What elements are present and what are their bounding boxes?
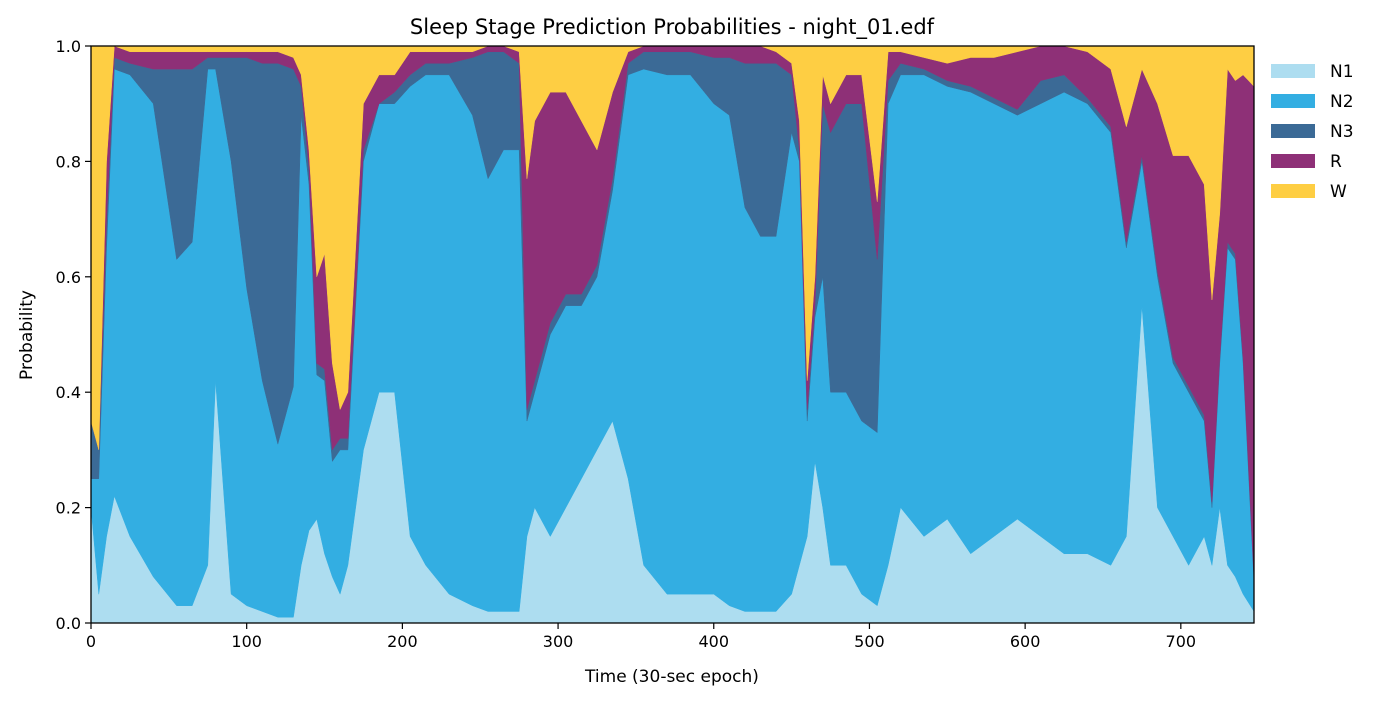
y-axis-label: Probability — [17, 290, 37, 380]
legend-label-n3: N3 — [1330, 122, 1354, 142]
legend: N1 N2 N3 RW — [1271, 62, 1354, 202]
legend-swatch-n2 — [1271, 94, 1315, 108]
series-areas — [91, 46, 1254, 623]
chart-title: Sleep Stage Prediction Probabilities - n… — [410, 15, 935, 40]
x-tick-label: 600 — [1010, 632, 1041, 651]
legend-swatch-n1 — [1271, 64, 1315, 78]
plot-frame — [90, 45, 1255, 624]
y-tick-label: 0.0 — [56, 614, 81, 633]
x-tick-label: 200 — [387, 632, 418, 651]
y-axis: 0.0 0.2 0.4 0.6 0.8 1.0 — [56, 37, 91, 633]
y-tick-label: 1.0 — [56, 37, 81, 56]
y-tick-label: 0.4 — [56, 383, 81, 402]
x-tick-label: 100 — [231, 632, 262, 651]
legend-label-n1: N1 — [1330, 62, 1354, 82]
legend-label-n2: N2 — [1330, 92, 1354, 112]
legend-swatch-r — [1271, 154, 1315, 168]
area-w — [91, 46, 1254, 450]
y-tick-label: 0.2 — [56, 499, 81, 518]
legend-swatch-n3 — [1271, 124, 1315, 138]
y-tick-label: 0.6 — [56, 268, 81, 287]
legend-label-r: R — [1330, 152, 1342, 172]
x-axis-label: Time (30-sec epoch) — [584, 667, 759, 687]
x-tick-label: 400 — [698, 632, 729, 651]
legend-label-w: W — [1330, 182, 1347, 202]
x-tick-label: 700 — [1166, 632, 1197, 651]
x-tick-label: 300 — [543, 632, 574, 651]
legend-swatch-w — [1271, 184, 1315, 198]
x-tick-label: 0 — [86, 632, 96, 651]
x-tick-label: 500 — [854, 632, 885, 651]
y-tick-label: 0.8 — [56, 152, 81, 171]
x-axis: 0 100 200 300 400 500 600 700 — [86, 623, 1196, 651]
